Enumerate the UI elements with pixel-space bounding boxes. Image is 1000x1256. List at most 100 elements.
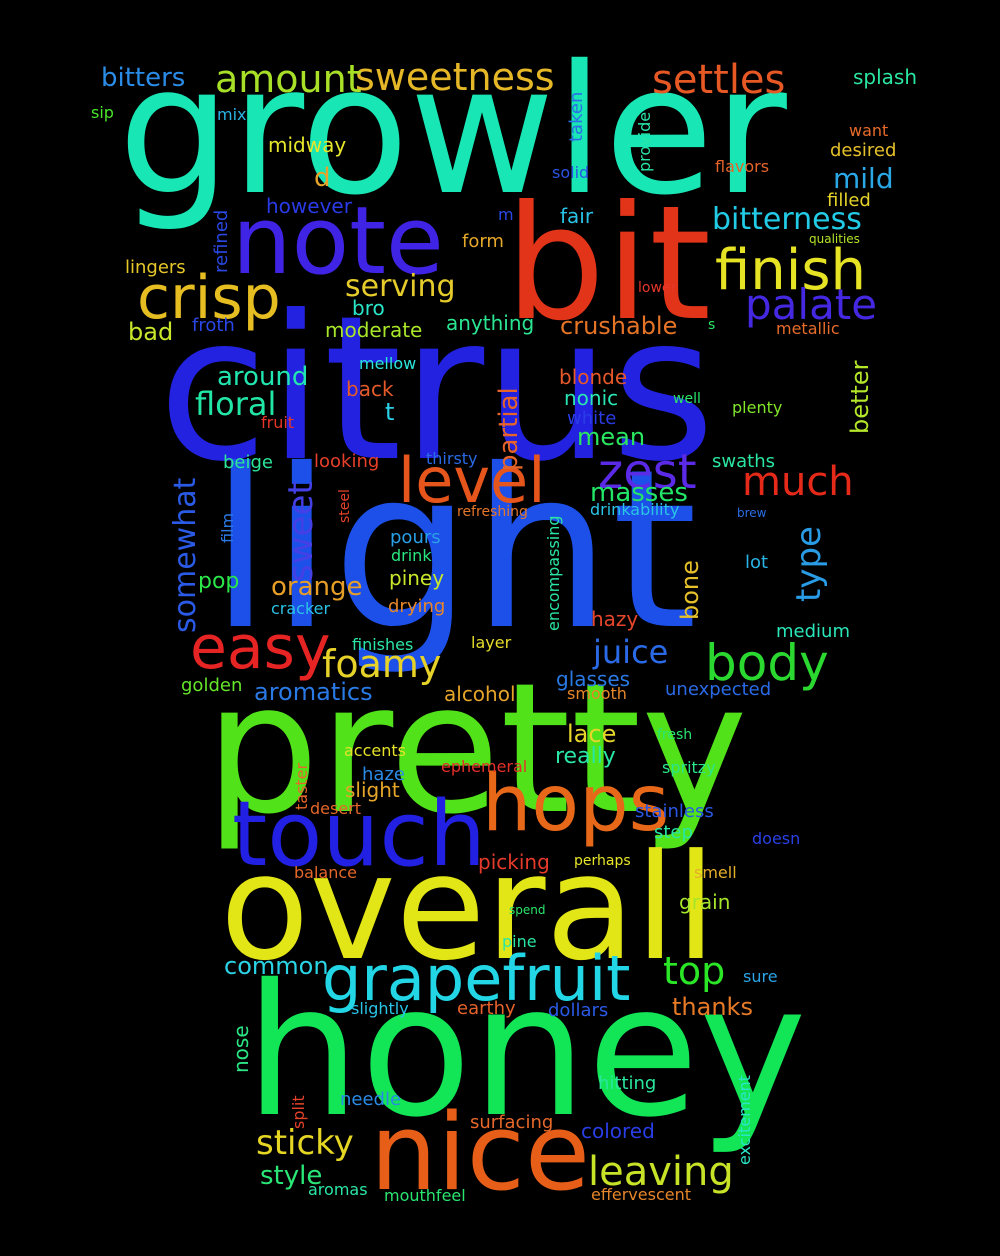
- word-overall: overall: [220, 823, 717, 993]
- word-masses: masses: [590, 478, 688, 508]
- word-unexpected: unexpected: [665, 679, 772, 700]
- word-mild: mild: [833, 162, 894, 195]
- word-perhaps: perhaps: [574, 853, 631, 869]
- word-midway: midway: [268, 133, 347, 157]
- word-beige: beige: [223, 452, 274, 473]
- word-mix: mix: [217, 105, 247, 124]
- word-colored: colored: [581, 1119, 655, 1143]
- word-doesn: doesn: [752, 829, 801, 848]
- word-pine: pine: [502, 932, 537, 951]
- word-around: around: [217, 362, 309, 392]
- word-bitterness: bitterness: [712, 202, 862, 237]
- word-juice: juice: [593, 633, 669, 671]
- word-needle: needle: [340, 1089, 402, 1110]
- word-grain: grain: [679, 890, 731, 914]
- word-zest: zest: [598, 444, 697, 500]
- word-desired: desired: [830, 140, 897, 161]
- word-foamy: foamy: [322, 642, 442, 686]
- word-however: however: [266, 194, 352, 218]
- word-layer: layer: [471, 633, 512, 652]
- word-dollars: dollars: [548, 1000, 609, 1021]
- word-balance: balance: [294, 863, 357, 882]
- word-taster: taster: [292, 762, 311, 810]
- word-t: t: [385, 398, 395, 426]
- word-spend: spend: [509, 903, 546, 917]
- word-thanks: thanks: [672, 993, 753, 1021]
- word-well: well: [673, 391, 701, 407]
- word-alcohol: alcohol: [444, 682, 516, 706]
- word-citrus: citrus: [158, 273, 716, 506]
- word-provide: provide: [635, 111, 654, 172]
- word-refined: refined: [211, 209, 232, 273]
- word-type: type: [789, 526, 829, 602]
- word-cracker: cracker: [271, 599, 331, 618]
- word-sure: sure: [743, 967, 778, 986]
- word-aromas: aromas: [308, 1180, 368, 1199]
- word-plenty: plenty: [732, 398, 783, 417]
- word-style: style: [260, 1161, 323, 1191]
- word-slight: slight: [345, 778, 400, 802]
- word-growler: growler: [118, 27, 787, 234]
- word-bro: bro: [352, 296, 385, 320]
- word-metallic: metallic: [776, 319, 840, 338]
- word-picking: picking: [478, 850, 550, 874]
- word-haze: haze: [362, 764, 405, 785]
- word-bad: bad: [128, 318, 174, 346]
- word-mean: mean: [577, 423, 646, 451]
- word-honey: honey: [245, 945, 807, 1157]
- word-desert: desert: [310, 799, 362, 818]
- word-finish: finish: [715, 238, 866, 303]
- word-taken: taken: [566, 91, 587, 142]
- word-medium: medium: [776, 621, 850, 642]
- word-lingers: lingers: [125, 257, 186, 278]
- word-hazy: hazy: [591, 607, 639, 631]
- word-touch: touch: [232, 782, 486, 887]
- word-smooth: smooth: [567, 684, 627, 703]
- word-crushable: crushable: [560, 312, 678, 340]
- word-mouthfeel: mouthfeel: [384, 1186, 466, 1205]
- word-excitement: excitement: [735, 1075, 754, 1165]
- word-hops: hops: [482, 759, 670, 849]
- word-floral: floral: [195, 385, 277, 423]
- word-nonic: nonic: [564, 386, 619, 410]
- word-golden: golden: [181, 675, 243, 696]
- word-pours: pours: [390, 527, 441, 548]
- word-m: m: [498, 205, 514, 224]
- word-hitting: hitting: [598, 1073, 657, 1094]
- word-really: really: [555, 744, 616, 769]
- word-sweetness: sweetness: [355, 55, 555, 99]
- word-bit: bit: [505, 172, 712, 356]
- word-crisp: crisp: [137, 263, 281, 333]
- word-pop: pop: [198, 569, 240, 594]
- word-moderate: moderate: [325, 318, 423, 342]
- word-aromatics: aromatics: [254, 678, 373, 706]
- word-much: much: [742, 459, 854, 505]
- word-ephemeral: ephemeral: [441, 757, 528, 776]
- word-surfacing: surfacing: [470, 1112, 554, 1133]
- word-top: top: [663, 949, 726, 993]
- word-anything: anything: [446, 311, 535, 335]
- word-d: d: [314, 163, 331, 193]
- word-brew: brew: [737, 506, 767, 520]
- word-sticky: sticky: [256, 1123, 354, 1163]
- word-sweet: sweet: [281, 481, 321, 582]
- word-body: body: [705, 634, 829, 692]
- word-leaving: leaving: [588, 1149, 734, 1195]
- word-bitters: bitters: [101, 63, 186, 93]
- word-grapefruit: grapefruit: [322, 942, 631, 1015]
- word-split: split: [289, 1095, 308, 1129]
- word-pretty: pretty: [205, 645, 748, 854]
- word-lower: lower: [638, 280, 677, 296]
- word-piney: piney: [389, 566, 445, 590]
- word-fresh: fresh: [657, 727, 693, 743]
- word-steel: steel: [337, 489, 353, 523]
- word-stainless: stainless: [635, 801, 714, 822]
- word-form: form: [462, 231, 504, 252]
- word-palate: palate: [745, 280, 878, 329]
- word-light: light: [210, 422, 698, 678]
- word-finishes: finishes: [352, 635, 414, 654]
- word-film: film: [218, 512, 237, 543]
- word-solid: solid: [552, 163, 590, 182]
- word-lot: lot: [745, 552, 769, 573]
